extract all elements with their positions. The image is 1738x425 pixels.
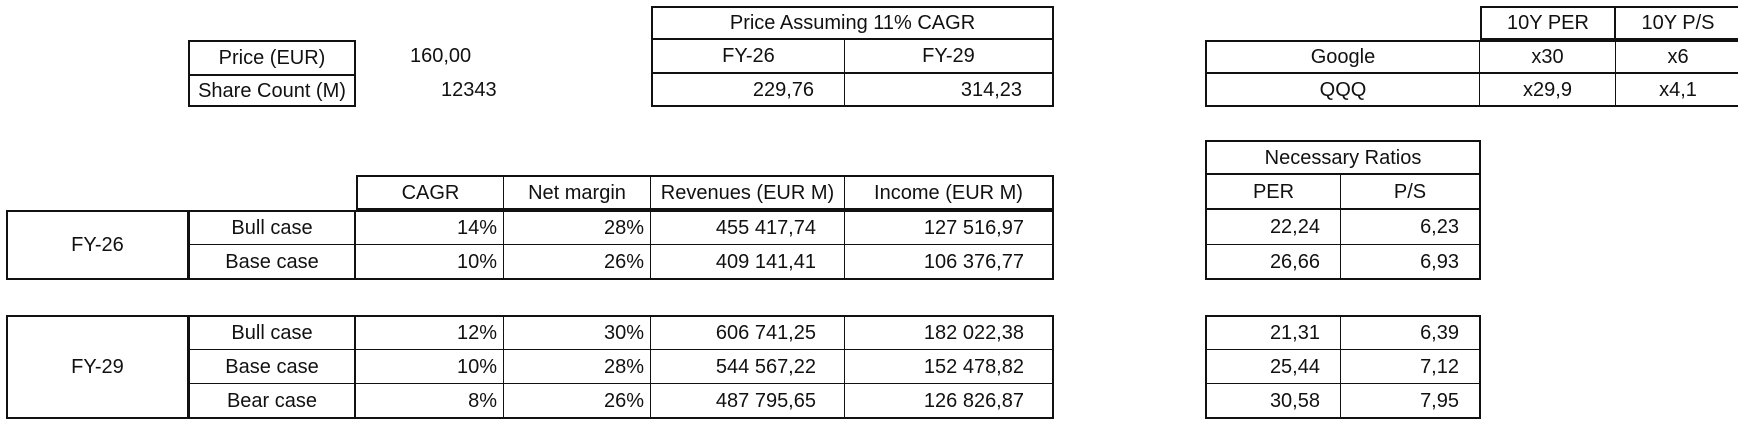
fy29-bear-margin: 26% (504, 384, 651, 419)
fy26-bull-cagr: 14% (356, 210, 504, 245)
cagr-price-header-fy26: FY-26 (651, 40, 845, 74)
ratios-fy29-bear-per: 30,58 (1205, 384, 1341, 419)
comparables-header-per: 10Y PER (1480, 6, 1616, 40)
ratios-title: Necessary Ratios (1205, 140, 1481, 175)
comparables-qqq-ps: x4,1 (1616, 74, 1738, 107)
cagr-price-header-fy29: FY-29 (845, 40, 1054, 74)
ratios-fy29-bear-ps: 7,95 (1341, 384, 1481, 419)
cagr-price-title: Price Assuming 11% CAGR (651, 6, 1054, 40)
ratios-fy29-base-ps: 7,12 (1341, 350, 1481, 384)
fy29-bear-revenues: 487 795,65 (651, 384, 845, 419)
comparables-name-qqq: QQQ (1205, 74, 1480, 107)
header-income: Income (EUR M) (845, 175, 1054, 210)
fy26-bull-case: Bull case (188, 210, 356, 245)
comparables-google-ps: x6 (1616, 40, 1738, 74)
comparables-name-google: Google (1205, 40, 1480, 74)
ratios-fy26-bull-per: 22,24 (1205, 210, 1341, 245)
fy26-base-cagr: 10% (356, 245, 504, 280)
comparables-header-ps: 10Y P/S (1616, 6, 1738, 40)
fy26-bull-margin: 28% (504, 210, 651, 245)
fy29-base-income: 152 478,82 (845, 350, 1054, 384)
fy29-bear-income: 126 826,87 (845, 384, 1054, 419)
comparables-qqq-per: x29,9 (1480, 74, 1616, 107)
ratios-fy26-base-ps: 6,93 (1341, 245, 1481, 280)
cagr-price-value-fy26: 229,76 (651, 74, 845, 107)
ratios-fy26-bull-ps: 6,23 (1341, 210, 1481, 245)
ratios-header-per: PER (1205, 175, 1341, 210)
ratios-fy29-bull-ps: 6,39 (1341, 315, 1481, 350)
ratios-fy29-bull-per: 21,31 (1205, 315, 1341, 350)
fy29-base-margin: 28% (504, 350, 651, 384)
fy26-base-case: Base case (188, 245, 356, 280)
fy29-base-case: Base case (188, 350, 356, 384)
fy26-bull-revenues: 455 417,74 (651, 210, 845, 245)
fy29-bear-cagr: 8% (356, 384, 504, 419)
header-net-margin: Net margin (504, 175, 651, 210)
fy29-label: FY-29 (6, 315, 188, 419)
fy26-base-margin: 26% (504, 245, 651, 280)
fy29-base-cagr: 10% (356, 350, 504, 384)
share-count-value: 12343 (441, 79, 497, 101)
fy26-base-income: 106 376,77 (845, 245, 1054, 280)
price-label-cell: Price (EUR) (188, 40, 356, 76)
fy29-bull-case: Bull case (188, 315, 356, 350)
fy26-label: FY-26 (6, 210, 188, 280)
fy29-bull-revenues: 606 741,25 (651, 315, 845, 350)
fy29-bull-margin: 30% (504, 315, 651, 350)
fy29-base-revenues: 544 567,22 (651, 350, 845, 384)
comparables-google-per: x30 (1480, 40, 1616, 74)
ratios-fy26-base-per: 26,66 (1205, 245, 1341, 280)
fy26-bull-income: 127 516,97 (845, 210, 1054, 245)
share-count-label-cell: Share Count (M) (188, 76, 356, 107)
fy26-base-revenues: 409 141,41 (651, 245, 845, 280)
ratios-header-ps: P/S (1341, 175, 1481, 210)
ratios-fy29-base-per: 25,44 (1205, 350, 1341, 384)
cagr-price-value-fy29: 314,23 (845, 74, 1054, 107)
fy29-bull-income: 182 022,38 (845, 315, 1054, 350)
fy29-bear-case: Bear case (188, 384, 356, 419)
price-value: 160,00 (410, 45, 472, 67)
header-revenues: Revenues (EUR M) (651, 175, 845, 210)
fy29-bull-cagr: 12% (356, 315, 504, 350)
header-cagr: CAGR (356, 175, 504, 210)
